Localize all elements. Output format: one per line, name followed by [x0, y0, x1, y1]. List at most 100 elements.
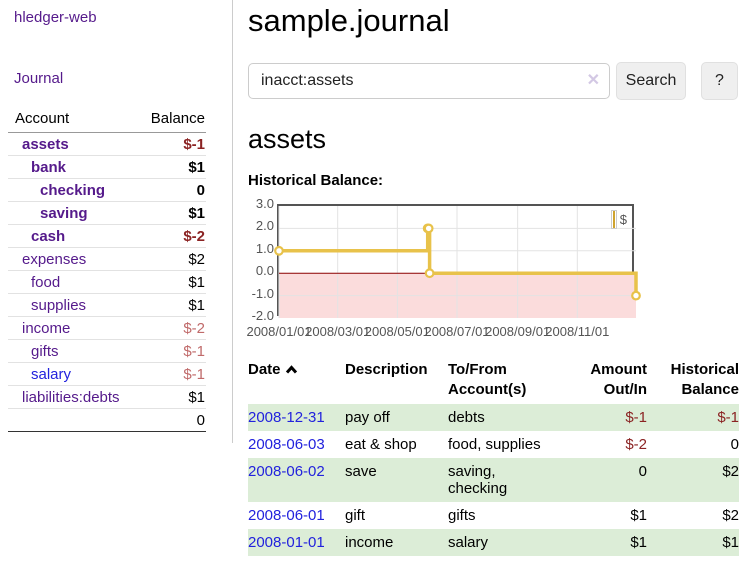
register-balance-cell: 0: [730, 436, 739, 453]
account-link[interactable]: supplies: [31, 296, 87, 314]
register-description-cell: income: [345, 534, 394, 551]
data-point-marker: [631, 290, 641, 301]
account-link[interactable]: bank: [31, 158, 67, 176]
y-axis-tick-label: -2.0: [251, 308, 274, 323]
accounts-total-row: 0: [8, 408, 206, 432]
y-axis-tick-label: 2.0: [255, 218, 274, 234]
register-balance-cell: $-1: [717, 409, 739, 426]
transaction-date-link[interactable]: 2008-06-01: [248, 507, 325, 524]
register-accounts-cell: debts: [448, 409, 485, 426]
historical-balance-chart: $ 3.0 2.0 1.0 0.0 -1.0 -2.0 2008/01/01 2008/03/…: [246, 196, 742, 342]
account-balance: $1: [135, 155, 206, 179]
y-axis-tick-label: -1.0: [251, 285, 274, 301]
account-link[interactable]: salary: [31, 365, 72, 383]
register-row[interactable]: 2008-01-01 income salary $1 $1: [248, 529, 739, 556]
brand-link[interactable]: hledger-web: [14, 9, 97, 26]
account-link[interactable]: food: [31, 273, 61, 291]
register-header-date[interactable]: Date: [248, 358, 345, 404]
transaction-date-link[interactable]: 2008-12-31: [248, 409, 325, 426]
account-balance: $1: [135, 201, 206, 225]
accounts-total-value: 0: [135, 408, 206, 432]
chart-canvas: [274, 206, 641, 318]
y-axis-tick-label: 1.0: [255, 240, 274, 256]
account-balance: $-2: [135, 316, 206, 340]
register-amount-cell: $1: [630, 534, 647, 551]
account-link[interactable]: assets: [22, 135, 69, 153]
register-header-description: Description: [345, 361, 428, 378]
x-axis-tick-label: 2008/01/01: [246, 324, 312, 339]
accounts-header-account: Account: [8, 107, 136, 133]
x-axis-tick-label: 2008/09/01: [485, 324, 551, 339]
account-row: checking 0: [8, 178, 206, 202]
register-amount-cell: 0: [638, 463, 647, 480]
x-axis-tick-label: 2008/07/01: [424, 324, 490, 339]
chart-plot-area: $: [274, 204, 641, 318]
account-link[interactable]: saving: [40, 204, 88, 222]
account-balance: $1: [135, 293, 206, 317]
account-balance: $1: [135, 385, 206, 409]
accounts-header-balance: Balance: [135, 107, 206, 133]
account-link[interactable]: gifts: [31, 342, 59, 360]
page-title: sample.journal: [248, 3, 450, 38]
register-header-row: Date Description To/From Account(s) Amou…: [248, 358, 739, 404]
register-row[interactable]: 2008-06-01 gift gifts $1 $2: [248, 502, 739, 529]
clear-search-icon[interactable]: ✕: [586, 72, 600, 89]
account-balance: $-1: [135, 362, 206, 386]
search-input[interactable]: [248, 63, 610, 99]
register-row[interactable]: 2008-06-03 eat & shop food, supplies $-2 0: [248, 431, 739, 458]
help-button[interactable]: ?: [701, 62, 738, 100]
register-description-cell: gift: [345, 507, 366, 524]
register-date-cell: 2008-01-01: [248, 529, 345, 556]
account-link[interactable]: cash: [31, 227, 66, 245]
account-link[interactable]: checking: [40, 181, 106, 199]
register-description-cell: pay off: [345, 409, 390, 426]
x-axis-tick-label: 2008/03/01: [305, 324, 371, 339]
data-point-marker: [274, 245, 284, 256]
account-link[interactable]: liabilities:debts: [22, 388, 120, 406]
register-date-cell: 2008-06-03: [248, 431, 345, 458]
register-date-cell: 2008-06-01: [248, 502, 345, 529]
account-row: expenses $2: [8, 247, 206, 271]
account-row: cash $-2: [8, 224, 206, 248]
account-link[interactable]: income: [22, 319, 71, 337]
account-row: gifts $-1: [8, 339, 206, 363]
account-balance: $1: [135, 270, 206, 294]
sidebar-item-journal[interactable]: Journal: [14, 70, 64, 87]
account-row: saving $1: [8, 201, 206, 225]
chart-legend: $: [610, 210, 627, 229]
account-row: income $-2: [8, 316, 206, 340]
sidebar: hledger-web Journal Account Balance asse…: [0, 0, 233, 443]
account-heading: assets: [248, 124, 327, 154]
register-date-cell: 2008-06-02: [248, 458, 345, 502]
search-button[interactable]: Search: [616, 62, 686, 100]
register-header-amount: Amount Out/In: [590, 361, 647, 398]
register-row[interactable]: 2008-12-31 pay off debts $-1 $-1: [248, 404, 739, 431]
register-amount-cell: $-1: [625, 409, 647, 426]
accounts-table: Account Balance assets $-1 bank $1 checking 0…: [8, 107, 206, 432]
transaction-date-link[interactable]: 2008-01-01: [248, 534, 325, 551]
register-rows: 2008-12-31 pay off debts $-1 $-1 2008-06-03 ea…: [248, 404, 739, 556]
account-row: liabilities:debts $1: [8, 385, 206, 409]
account-balance: $-1: [135, 132, 206, 156]
main-content: sample.journal ✕ Search ? assets Histori…: [246, 0, 742, 556]
register-balance-cell: $2: [722, 507, 739, 524]
account-row: food $1: [8, 270, 206, 294]
search-form: ✕ Search ?: [248, 62, 742, 100]
transaction-date-link[interactable]: 2008-06-03: [248, 436, 325, 453]
transaction-date-link[interactable]: 2008-06-02: [248, 463, 325, 480]
account-balance: $-2: [135, 224, 206, 248]
legend-swatch-box: [610, 210, 617, 229]
y-axis-tick-label: 0.0: [255, 263, 274, 279]
account-balance: $2: [135, 247, 206, 271]
account-link[interactable]: expenses: [22, 250, 87, 268]
x-axis-tick-label: 2008/11/01: [545, 324, 610, 339]
x-axis-tick-label: 2008/05/01: [364, 324, 430, 339]
register-row[interactable]: 2008-06-02 save saving, checking 0 $2: [248, 458, 739, 502]
register-header-accounts: To/From Account(s): [448, 361, 527, 398]
account-row: assets $-1: [8, 132, 206, 156]
legend-label: $: [619, 212, 627, 227]
register-accounts-cell: saving, checking: [448, 463, 508, 497]
register-accounts-cell: food, supplies: [448, 436, 541, 453]
legend-color-swatch: [612, 211, 615, 228]
register-accounts-cell: gifts: [448, 507, 476, 524]
